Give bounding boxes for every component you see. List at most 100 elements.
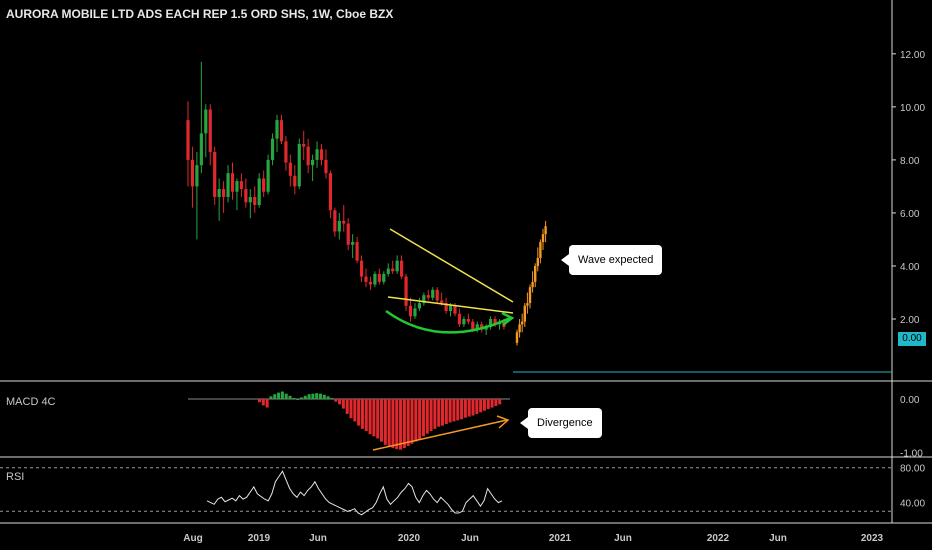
candle-body — [297, 143, 301, 187]
candle-body — [262, 178, 266, 192]
macd-bar — [463, 399, 467, 418]
candle-body — [440, 300, 444, 304]
price-tick-label: 8.00 — [900, 156, 920, 167]
candle-body — [302, 143, 306, 147]
candle-body — [257, 178, 261, 205]
candle-body — [342, 220, 346, 224]
candle-body — [239, 181, 243, 190]
macd-bar — [261, 399, 265, 406]
macd-bar — [418, 399, 422, 440]
candle-body — [489, 319, 493, 327]
macd-bar — [299, 397, 303, 399]
time-tick-label: 2020 — [398, 533, 421, 544]
macd-bar — [368, 399, 372, 435]
candle-body — [422, 295, 426, 304]
candle-body — [293, 175, 297, 187]
trendline-drawings — [385, 228, 515, 334]
price-tick-label: 2.00 — [900, 315, 920, 326]
macd-bar — [319, 393, 323, 399]
time-tick-label: 2019 — [248, 533, 271, 544]
macd-bar — [273, 394, 277, 399]
rsi-tick-label: 40.00 — [900, 499, 925, 510]
macd-bar — [360, 399, 364, 429]
macd-bar — [410, 399, 414, 444]
candle-body — [457, 313, 462, 325]
time-tick-label: Jun — [614, 533, 632, 544]
macd-bar — [421, 399, 425, 437]
divergence-arrowhead — [496, 415, 510, 429]
macd-bar — [288, 395, 292, 399]
macd-bar — [490, 399, 494, 408]
projection-body — [521, 321, 524, 325]
candle-body — [373, 273, 377, 285]
macd-bar — [315, 393, 319, 399]
candle-body — [408, 305, 413, 317]
macd-bar — [456, 399, 460, 421]
macd-bar — [444, 399, 448, 425]
macd-bar — [311, 393, 315, 399]
projection-body — [523, 305, 526, 322]
candle-body — [359, 260, 364, 277]
time-tick-label: 2023 — [861, 533, 884, 544]
time-tick-label: Jun — [309, 533, 327, 544]
macd-tick-label: -1.00 — [900, 448, 923, 459]
candle-body — [284, 141, 288, 163]
last-value-badge: 0.00 — [898, 332, 926, 346]
macd-panel-label: MACD 4C — [6, 396, 56, 408]
candle-body — [382, 273, 386, 282]
price-tick-label: 4.00 — [900, 262, 920, 273]
macd-bar — [349, 399, 353, 419]
candle-body — [417, 303, 421, 309]
projection-candles — [515, 220, 547, 346]
candle-body — [355, 242, 359, 261]
macd-bar — [258, 399, 262, 403]
candle-body — [248, 197, 252, 203]
candle-body — [435, 289, 439, 301]
macd-bar — [448, 399, 452, 423]
candle-body — [306, 146, 310, 166]
price-candles — [186, 61, 506, 335]
candle-body — [413, 308, 417, 317]
candle-body — [368, 281, 373, 285]
candle-body — [386, 268, 390, 274]
candle-body — [324, 159, 328, 174]
candle-body — [351, 242, 355, 245]
candle-body — [337, 220, 341, 232]
macd-bar — [326, 396, 330, 399]
macd-bar — [265, 399, 269, 408]
projection-body — [544, 226, 547, 235]
candle-body — [475, 324, 479, 330]
projection-body — [541, 234, 545, 243]
candle-body — [266, 159, 270, 192]
macd-bar — [364, 399, 368, 431]
macd-bar — [383, 399, 387, 445]
candle-body — [315, 149, 319, 160]
macd-bar — [402, 399, 406, 449]
macd-bar — [399, 399, 403, 450]
projection-body — [515, 332, 519, 343]
projection-body — [528, 287, 532, 304]
time-tick-label: 2022 — [707, 533, 730, 544]
candle-body — [190, 159, 195, 187]
macd-bar — [425, 399, 429, 434]
macd-bar — [467, 399, 471, 417]
macd-histogram: 0.00 -1.00 — [188, 391, 923, 459]
candle-body — [471, 321, 475, 330]
macd-bar — [437, 399, 441, 427]
price-tick-label: 6.00 — [900, 209, 920, 220]
macd-bar — [341, 399, 345, 409]
macd-bar — [460, 399, 464, 420]
macd-bar — [494, 399, 498, 406]
candle-body — [431, 289, 435, 298]
divergence-line — [372, 419, 508, 451]
rsi-line — [206, 470, 503, 516]
price-axis: 12.00 10.00 8.00 6.00 4.00 2.00 — [513, 50, 925, 373]
candle-body — [319, 149, 324, 160]
projection-body — [536, 258, 539, 266]
candle-body — [400, 260, 404, 277]
candle-body — [217, 189, 221, 198]
rsi-tick-label: 80.00 — [900, 464, 925, 475]
candle-body — [462, 319, 466, 325]
macd-bar — [345, 399, 349, 414]
